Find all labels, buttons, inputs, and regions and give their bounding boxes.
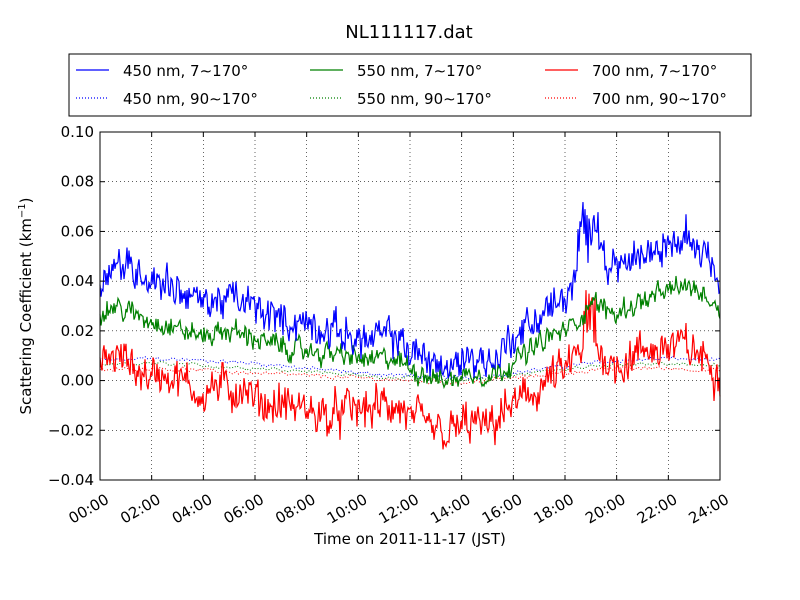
legend-label: 550 nm, 7∼170° (357, 62, 482, 80)
x-axis-label: Time on 2011-11-17 (JST) (313, 530, 506, 548)
x-tick-label: 20:00 (582, 490, 628, 527)
series-line (99, 354, 721, 381)
x-tick-label: 16:00 (479, 490, 525, 527)
y-tick-label: 0.00 (61, 372, 94, 390)
y-axis-label-main: Scattering Coefficient (km (17, 218, 35, 414)
series-line (99, 275, 721, 390)
y-tick-label: 0.04 (61, 272, 94, 290)
x-tick-label: 00:00 (66, 490, 112, 527)
x-tick-label: 06:00 (221, 490, 267, 527)
grid-lines (100, 132, 720, 480)
x-tick-label: 08:00 (272, 490, 318, 527)
y-tick-label: −0.02 (48, 421, 94, 439)
y-tick-label: 0.08 (61, 173, 94, 191)
y-tick-label: 0.06 (61, 222, 94, 240)
x-tick-label: 12:00 (376, 490, 422, 527)
series-line (99, 202, 721, 379)
x-tick-label: 04:00 (169, 490, 215, 527)
y-tick-label: 0.10 (61, 123, 94, 141)
x-tick-label: 24:00 (686, 490, 732, 527)
legend-label: 700 nm, 90∼170° (592, 90, 727, 108)
y-axis-label: Scattering Coefficient (km−1) (17, 197, 35, 414)
series-line (99, 360, 721, 384)
y-axis-label-sup: −1 (17, 203, 28, 218)
legend-label: 700 nm, 7∼170° (592, 62, 717, 80)
x-tick-label: 18:00 (531, 490, 577, 527)
plot-series (99, 202, 721, 450)
legend-label: 450 nm, 7∼170° (123, 62, 248, 80)
y-axis-label-close: ) (17, 197, 35, 203)
legend-label: 550 nm, 90∼170° (357, 90, 492, 108)
y-tick-label: 0.02 (61, 322, 94, 340)
legend-label: 450 nm, 90∼170° (123, 90, 258, 108)
x-tick-label: 02:00 (117, 490, 163, 527)
series-line (99, 290, 721, 450)
legend-box (68, 53, 752, 117)
legend: 450 nm, 7∼170° 550 nm, 7∼170° 700 nm, 7∼17… (68, 53, 752, 117)
y-tick-label: −0.04 (48, 471, 94, 489)
x-tick-label: 10:00 (324, 490, 370, 527)
x-tick-label: 14:00 (427, 490, 473, 527)
chart-title: NL111117.dat (345, 22, 472, 43)
x-tick-label: 22:00 (634, 490, 680, 527)
